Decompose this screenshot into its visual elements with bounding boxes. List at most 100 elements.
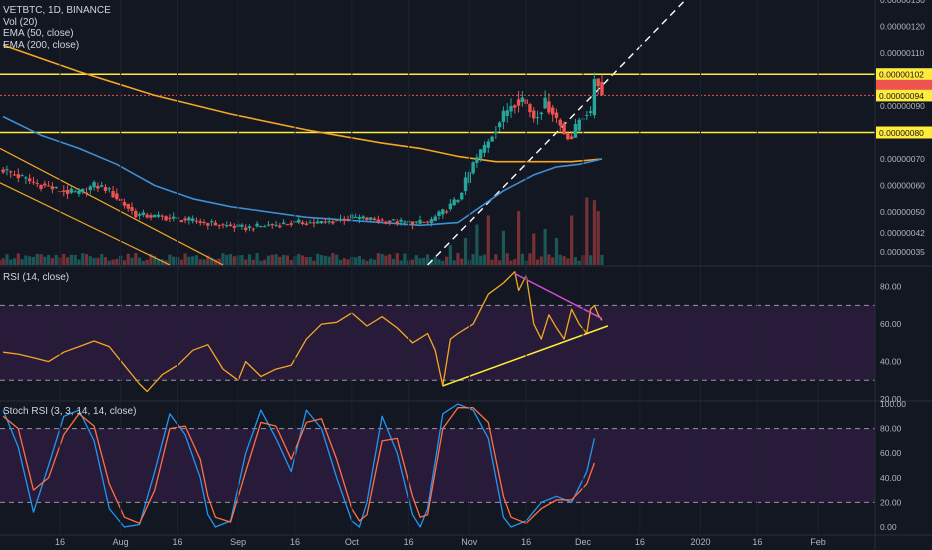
volume-bar [73, 254, 77, 265]
volume-bar [516, 211, 521, 265]
volume-bar [501, 230, 506, 265]
volume-bar [456, 253, 460, 265]
candle-body [596, 78, 600, 87]
volume-bar [433, 256, 437, 265]
candle-body [569, 136, 574, 139]
volume-bar [316, 253, 320, 265]
candle-body [372, 218, 377, 221]
candle-body [353, 216, 358, 218]
candle-body [365, 217, 369, 220]
candle-body [331, 221, 335, 224]
candle-body [494, 131, 498, 134]
volume-bar [297, 253, 301, 265]
volume-bar [130, 257, 134, 265]
candle-body [206, 223, 210, 226]
volume-bar [460, 258, 464, 265]
candle-body [312, 222, 316, 224]
price-tick-label: 0.00000050 [880, 207, 925, 217]
candle-body [16, 174, 21, 179]
candle-body [410, 221, 415, 226]
x-tick-label: Aug [113, 537, 129, 547]
candle-body [107, 188, 111, 190]
candle-body [399, 219, 403, 222]
candle-body [62, 190, 66, 192]
candle-body [88, 186, 93, 190]
rsi-pane[interactable] [0, 271, 875, 393]
candle-body [73, 191, 77, 193]
volume-bar [414, 255, 418, 265]
candle-body [501, 110, 506, 122]
candle-body [240, 224, 244, 227]
candle-body [418, 219, 422, 224]
candle-body [24, 177, 28, 179]
candle-body [425, 221, 430, 223]
candle-body [327, 221, 331, 223]
candle-body [308, 222, 312, 224]
price-tick-label: 0.00000130 [880, 0, 925, 5]
x-tick-label: Oct [345, 537, 360, 547]
volume-bar [115, 258, 119, 265]
volume-bar [96, 257, 100, 265]
candle-body [145, 214, 149, 218]
volume-bar [156, 259, 161, 265]
candle-body [141, 212, 146, 216]
candle-body [384, 221, 388, 224]
candle-body [232, 226, 237, 228]
candle-body [573, 123, 578, 138]
rsi-label: RSI (14, close) [3, 272, 70, 283]
candle-body [213, 222, 218, 226]
volume-bar [463, 238, 468, 265]
volume-bar [255, 253, 259, 265]
candle-body [262, 226, 267, 228]
price-label-box [876, 126, 932, 139]
volume-bar [232, 256, 236, 265]
candle-body [403, 221, 407, 223]
candle-body [5, 169, 9, 171]
candle-body [266, 224, 271, 226]
x-tick-label: 16 [55, 537, 65, 547]
volume-bar [213, 259, 217, 265]
volume-bar [535, 259, 540, 265]
volume-bar [191, 256, 195, 265]
candle-body [535, 117, 540, 119]
price-pane[interactable] [0, 0, 875, 266]
volume-bar [490, 259, 494, 265]
candle-body [422, 221, 426, 223]
current-price-flag [876, 79, 932, 90]
stoch-pane[interactable] [0, 403, 875, 528]
candle-body [156, 214, 161, 217]
volume-bar [35, 253, 39, 265]
x-tick-label: 16 [521, 537, 531, 547]
volume-bar [388, 254, 392, 265]
rsi-resistance-line [514, 272, 603, 320]
candle-body [9, 171, 13, 173]
volume-bar [84, 254, 89, 265]
candle-body [69, 188, 74, 193]
rsi-line [3, 271, 603, 393]
volume-bar [532, 233, 536, 265]
volume-bar [202, 259, 206, 265]
volume-bar [448, 245, 452, 265]
candle-body [209, 221, 214, 223]
candle-body [543, 97, 547, 109]
volume-bar [509, 260, 513, 265]
volume-bar [331, 253, 335, 265]
volume-bar [418, 258, 422, 265]
volume-bar [600, 254, 604, 265]
volume-bar [319, 255, 324, 265]
price-tick-label: 0.00000042 [880, 228, 925, 238]
volume-bar [372, 259, 377, 265]
volume-bar [198, 259, 202, 265]
candle-body [562, 123, 566, 135]
volume-bar [88, 256, 92, 265]
x-tick-label: 16 [404, 537, 414, 547]
candle-body [46, 185, 51, 187]
candle-body [281, 222, 286, 225]
volume-bar [240, 254, 244, 265]
price-tick-label: 0.00000120 [880, 22, 925, 32]
volume-bar [228, 254, 233, 265]
candle-body [554, 112, 559, 119]
volume-bar [335, 254, 339, 265]
volume-bar [304, 257, 308, 265]
